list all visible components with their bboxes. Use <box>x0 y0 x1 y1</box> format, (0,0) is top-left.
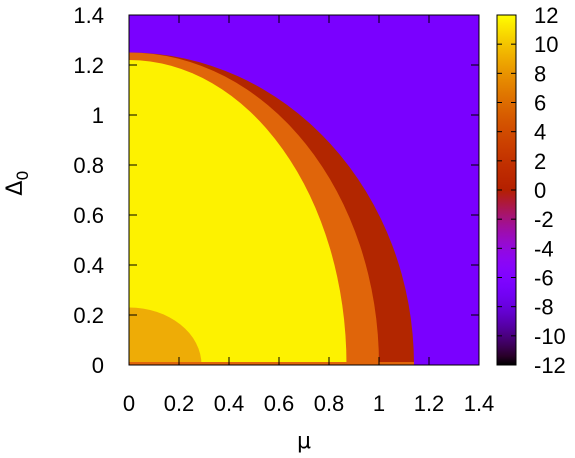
colorbar-tick-label: 6 <box>534 91 546 116</box>
y-tick-label: 0.8 <box>73 153 104 178</box>
y-axis: 0 0.2 0.4 0.6 0.8 1 1.2 1.4 <box>73 3 479 378</box>
plot-frame <box>128 14 480 366</box>
colorbar-tick-label: -2 <box>534 207 554 232</box>
colorbar-tick-label: 8 <box>534 61 546 86</box>
x-tick-label: 1 <box>373 391 385 416</box>
svg-text:Δ0: Δ0 <box>3 170 32 195</box>
region-5-axis-strip <box>129 362 414 365</box>
y-axis-label-subscript: 0 <box>13 170 32 180</box>
region-3-quarter-ellipse <box>129 60 347 365</box>
colorbar-tick-label: -12 <box>534 353 566 378</box>
x-tick-label: 0.4 <box>214 391 245 416</box>
region-4-quarter-ellipse <box>129 307 202 365</box>
x-tick-label: 1.2 <box>414 391 445 416</box>
x-tick-label: 0.6 <box>264 391 295 416</box>
y-tick-label: 0.2 <box>73 303 104 328</box>
colorbar-tick-label: -6 <box>534 266 554 291</box>
x-tick-label: 1.4 <box>464 391 495 416</box>
x-axis-label: μ <box>297 429 311 454</box>
y-tick-label: 1.4 <box>73 3 104 28</box>
y-tick-label: 0.4 <box>73 253 104 278</box>
colorbar-ticks: 12 10 8 6 4 2 0 -2 -4 -6 -8 -10 -12 <box>497 3 566 378</box>
colorbar-tick-label: -8 <box>534 295 554 320</box>
colorbar-tick-label: 4 <box>534 120 546 145</box>
x-tick-label: 0.8 <box>314 391 345 416</box>
x-tick-label: 0.2 <box>164 391 195 416</box>
y-tick-label: 0 <box>92 353 104 378</box>
plot-area <box>129 15 479 365</box>
colorbar-tick-label: -10 <box>534 324 566 349</box>
y-axis-label-group: Δ0 <box>3 170 32 195</box>
colorbar-tick-label: 12 <box>534 3 558 28</box>
y-tick-label: 0.6 <box>73 203 104 228</box>
x-tick-label: 0 <box>123 391 135 416</box>
colorbar-tick-label: 2 <box>534 149 546 174</box>
colorbar-tick-label: -4 <box>534 236 554 261</box>
y-axis-label: Δ <box>3 181 28 196</box>
x-axis: 0 0.2 0.4 0.6 0.8 1 1.2 1.4 <box>123 15 494 416</box>
y-tick-label: 1.2 <box>73 53 104 78</box>
colorbar-tick-label: 10 <box>534 32 558 57</box>
colorbar-tick-label: 0 <box>534 178 546 203</box>
y-tick-label: 1 <box>92 103 104 128</box>
